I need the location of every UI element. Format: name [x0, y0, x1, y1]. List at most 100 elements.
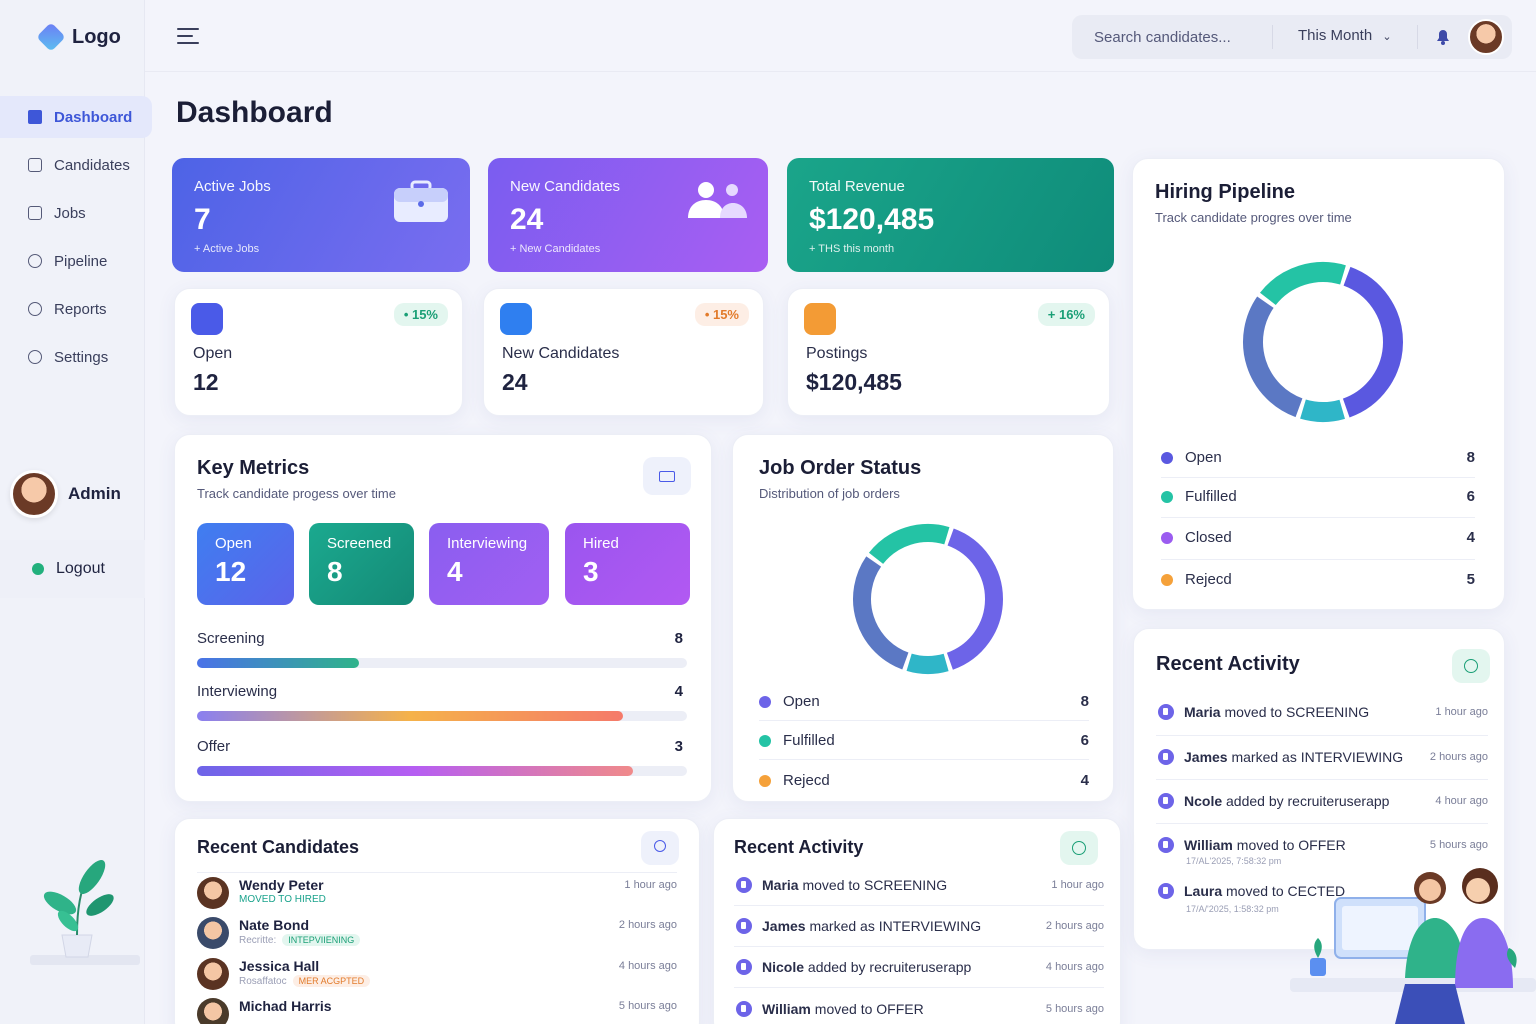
- activity-who: Maria: [762, 877, 799, 893]
- stat-card-postings[interactable]: + 16% Postings $120,485: [787, 288, 1110, 416]
- refresh-icon: [1072, 841, 1086, 855]
- card-title: Recent Activity: [734, 837, 864, 857]
- period-select[interactable]: This Month ⌄: [1298, 27, 1392, 44]
- sidebar-item-settings[interactable]: Settings: [0, 336, 145, 378]
- user-avatar[interactable]: [1468, 19, 1504, 55]
- user-profile[interactable]: Admin: [10, 470, 121, 518]
- status-badge: INTEPVIIENING: [282, 934, 361, 946]
- search-bar: This Month ⌄: [1072, 15, 1512, 59]
- activity-item[interactable]: Maria moved to SCREENING 1 hour ago: [1158, 704, 1488, 720]
- hero-card-new-candidates[interactable]: New Candidates 24 + New Candidates: [488, 158, 768, 272]
- activity-item[interactable]: Laura moved to CECTED: [1158, 883, 1488, 899]
- hero-title: Active Jobs: [194, 178, 271, 195]
- search-input[interactable]: [1082, 22, 1267, 52]
- activity-subtime: 17/A/'2025, 1:58:32 pm: [1186, 904, 1279, 914]
- progress-fill: [197, 711, 624, 721]
- bell-icon[interactable]: [1436, 29, 1450, 45]
- stat-card-open[interactable]: • 15% Open 12: [174, 288, 463, 416]
- legend-value: 8: [1466, 449, 1475, 466]
- candidate-time: 4 hours ago: [618, 960, 677, 972]
- change-badge: + 16%: [1037, 303, 1095, 326]
- progress-fill: [197, 766, 634, 776]
- activity-item[interactable]: Nicole added by recruiteruserapp 4 hours …: [736, 959, 1104, 975]
- activity-item[interactable]: James marked as INTERVIEWING 2 hours ago: [1158, 749, 1488, 765]
- avatar: [197, 998, 229, 1024]
- progress-label: Interviewing: [197, 683, 278, 700]
- metric-tile-screened[interactable]: Screened 8: [309, 523, 414, 605]
- divider: [1417, 25, 1418, 49]
- briefcase-icon: [394, 180, 448, 222]
- metric-tile-interviewing[interactable]: Interviewing 4: [429, 523, 549, 605]
- hiring-pipeline-donut: [1243, 262, 1403, 422]
- metric-tile-open[interactable]: Open 12: [197, 523, 294, 605]
- donut-segment: [1243, 296, 1303, 418]
- stat-value: $120,485: [806, 369, 902, 395]
- progress-row-screening: Screening 8: [197, 630, 687, 668]
- hero-card-active-jobs[interactable]: Active Jobs 7 + Active Jobs: [172, 158, 470, 272]
- legend-dot-icon: [759, 734, 771, 747]
- candidate-name: Wendy Peter: [239, 877, 324, 893]
- logout-label: Logout: [56, 560, 105, 577]
- activity-icon: [736, 959, 752, 975]
- candidate-row[interactable]: Wendy Peter MOVED TO HIRED 1 hour ago: [197, 877, 677, 909]
- users-icon: [688, 182, 747, 218]
- tile-value: 12: [215, 556, 247, 587]
- legend-rejected: Rejecd 5: [1161, 571, 1475, 588]
- menu-icon[interactable]: [177, 28, 199, 44]
- jobs-icon: [28, 206, 42, 220]
- progress-row-interviewing: Interviewing 4: [197, 683, 687, 721]
- sidebar-item-jobs[interactable]: Jobs: [0, 192, 145, 234]
- candidate-time: 1 hour ago: [624, 879, 677, 891]
- activity-icon: [736, 1001, 752, 1017]
- legend-rejected: Rejecd 4: [759, 772, 1089, 789]
- legend-dot-icon: [1161, 451, 1173, 464]
- hero-card-total-revenue[interactable]: Total Revenue $120,485 + THS this month: [787, 158, 1114, 272]
- activity-time: 1 hour ago: [1435, 706, 1488, 718]
- sidebar-item-pipeline[interactable]: Pipeline: [0, 240, 145, 282]
- candidate-row[interactable]: Jessica Hall Rosaffatoc MER ACGPTED 4 hours…: [197, 958, 677, 990]
- activity-item[interactable]: Maria moved to SCREENING 1 hour ago: [736, 877, 1104, 893]
- card-title: Job Order Status: [759, 457, 922, 479]
- change-badge: • 15%: [393, 303, 448, 326]
- export-button[interactable]: [643, 457, 691, 495]
- user-icon: [500, 303, 532, 335]
- activity-time: 4 hour ago: [1435, 795, 1488, 807]
- donut-segment: [853, 556, 909, 670]
- stat-card-new-candidates[interactable]: • 15% New Candidates 24: [483, 288, 764, 416]
- avatar: [10, 470, 58, 518]
- refresh-icon: [1464, 659, 1478, 673]
- settings-icon: [28, 350, 42, 364]
- status-dot-icon: [32, 563, 44, 575]
- avatar: [197, 877, 229, 909]
- sidebar-item-dashboard[interactable]: Dashboard: [0, 96, 152, 138]
- logo[interactable]: Logo: [36, 22, 121, 52]
- refresh-button[interactable]: [1060, 831, 1098, 865]
- candidate-name: Jessica Hall: [239, 958, 320, 974]
- activity-item[interactable]: Ncole added by recruiteruserapp 4 hour ag…: [1158, 793, 1488, 809]
- candidate-row[interactable]: Michad Harris 5 hours ago: [197, 998, 677, 1024]
- legend-label: Open: [783, 693, 820, 710]
- legend-value: 5: [1466, 571, 1475, 588]
- tile-label: Open: [215, 535, 252, 552]
- sidebar-item-candidates[interactable]: Candidates: [0, 144, 145, 186]
- candidates-filter-button[interactable]: [641, 831, 679, 865]
- hero-value: 24: [510, 203, 544, 236]
- plant-illustration-icon: [30, 859, 140, 965]
- activity-item[interactable]: William moved to OFFER 5 hours ago: [736, 1001, 1104, 1017]
- sidebar-item-reports[interactable]: Reports: [0, 288, 145, 330]
- refresh-button[interactable]: [1452, 649, 1490, 683]
- card-subtitle: Track candidate progess over time: [197, 486, 396, 501]
- divider: [1272, 25, 1273, 49]
- hero-title: Total Revenue: [809, 178, 905, 195]
- activity-item[interactable]: James marked as INTERVIEWING 2 hours ago: [736, 918, 1104, 934]
- tile-label: Interviewing: [447, 535, 528, 552]
- list-icon: [191, 303, 223, 335]
- tile-label: Hired: [583, 535, 619, 552]
- logout-button[interactable]: Logout: [0, 540, 145, 598]
- activity-time: 1 hour ago: [1051, 879, 1104, 891]
- metric-tile-hired[interactable]: Hired 3: [565, 523, 690, 605]
- activity-who: Nicole: [762, 959, 805, 975]
- activity-who: James: [762, 918, 806, 934]
- candidate-row[interactable]: Nate Bond Recritte: INTEPVIIENING 2 hours a…: [197, 917, 677, 949]
- activity-item[interactable]: William moved to OFFER 5 hours ago: [1158, 837, 1488, 853]
